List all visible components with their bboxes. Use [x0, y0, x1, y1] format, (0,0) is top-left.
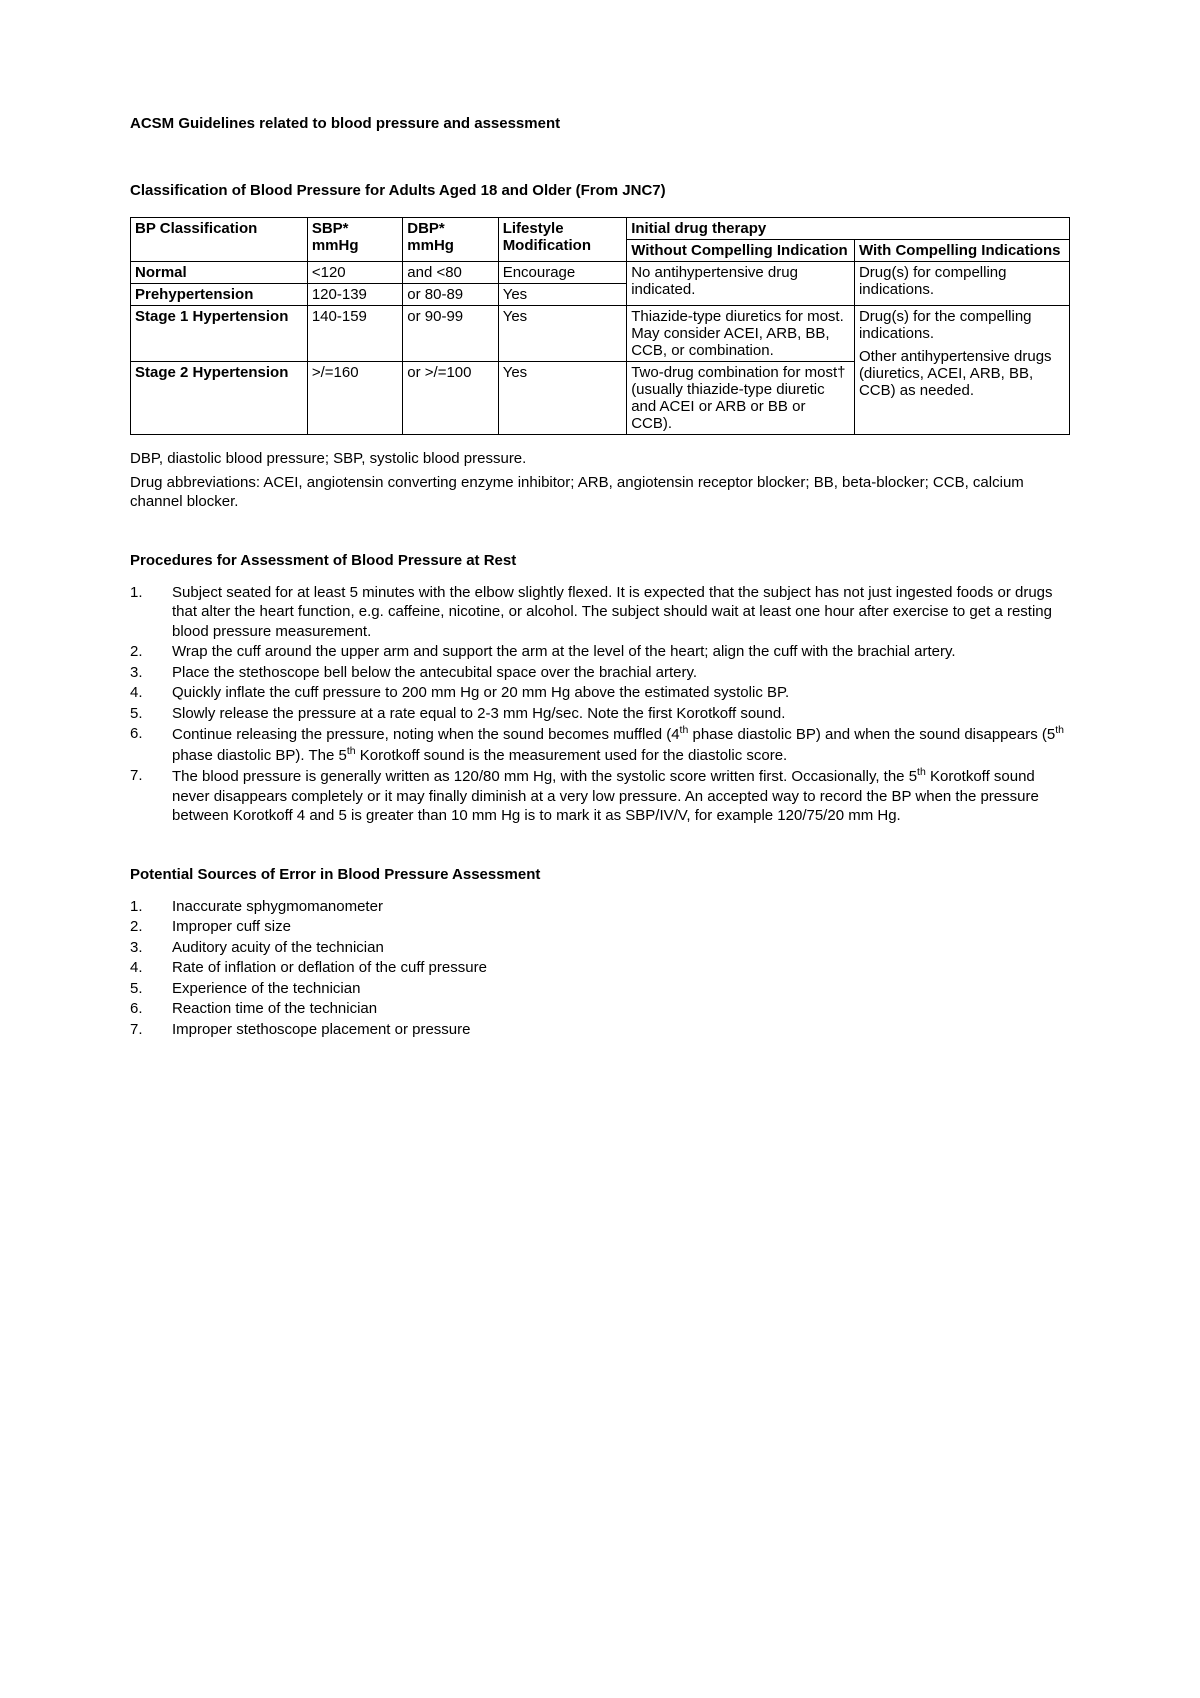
cell-pre-classification: Prehypertension [131, 284, 308, 306]
cell-pre-dbp: or 80-89 [403, 284, 498, 306]
error-item: Auditory acuity of the technician [130, 938, 1070, 958]
cell-s2-sbp: >/=160 [307, 362, 402, 435]
cell-s2-without: Two-drug combination for most† (usually … [627, 362, 855, 435]
cell-s1-sbp: 140-159 [307, 306, 402, 362]
cell-s1-without: Thiazide-type diuretics for most. May co… [627, 306, 855, 362]
table-header-row-1: BP Classification SBP* mmHg DBP* mmHg Li… [131, 218, 1070, 240]
cell-normal-dbp: and <80 [403, 262, 498, 284]
page-title: ACSM Guidelines related to blood pressur… [130, 115, 1070, 132]
error-item: Improper stethoscope placement or pressu… [130, 1020, 1070, 1040]
procedure-item: Continue releasing the pressure, noting … [130, 724, 1070, 765]
document-page: ACSM Guidelines related to blood pressur… [0, 0, 1200, 1140]
table-notes: DBP, diastolic blood pressure; SBP, syst… [130, 449, 1070, 512]
cell-s1-dbp: or 90-99 [403, 306, 498, 362]
col-sbp: SBP* mmHg [307, 218, 402, 262]
procedure-item: Subject seated for at least 5 minutes wi… [130, 583, 1070, 642]
table-row-normal: Normal <120 and <80 Encourage No antihyp… [131, 262, 1070, 284]
procedure-item: Wrap the cuff around the upper arm and s… [130, 642, 1070, 662]
cell-s2-dbp: or >/=100 [403, 362, 498, 435]
cell-s2-lifestyle: Yes [498, 362, 627, 435]
error-item: Experience of the technician [130, 979, 1070, 999]
col-dbp: DBP* mmHg [403, 218, 498, 262]
col-without-compelling: Without Compelling Indication [627, 240, 855, 262]
cell-s1-with: Drug(s) for the compelling indications.O… [854, 306, 1069, 435]
cell-s2-classification: Stage 2 Hypertension [131, 362, 308, 435]
cell-normal-classification: Normal [131, 262, 308, 284]
cell-s1-classification: Stage 1 Hypertension [131, 306, 308, 362]
note-line-1: DBP, diastolic blood pressure; SBP, syst… [130, 449, 1070, 469]
procedure-item: Place the stethoscope bell below the ant… [130, 663, 1070, 683]
col-bp-classification: BP Classification [131, 218, 308, 262]
cell-normal-without: No antihypertensive drug indicated. [627, 262, 855, 306]
cell-s1-lifestyle: Yes [498, 306, 627, 362]
error-item: Inaccurate sphygmomanometer [130, 897, 1070, 917]
bp-classification-table: BP Classification SBP* mmHg DBP* mmHg Li… [130, 217, 1070, 435]
cell-pre-lifestyle: Yes [498, 284, 627, 306]
error-item: Reaction time of the technician [130, 999, 1070, 1019]
table-heading: Classification of Blood Pressure for Adu… [130, 182, 1070, 199]
table-row-stage1: Stage 1 Hypertension 140-159 or 90-99 Ye… [131, 306, 1070, 362]
error-item: Improper cuff size [130, 917, 1070, 937]
cell-normal-sbp: <120 [307, 262, 402, 284]
cell-normal-with: Drug(s) for compelling indications. [854, 262, 1069, 306]
note-line-2: Drug abbreviations: ACEI, angiotensin co… [130, 473, 1070, 512]
cell-pre-sbp: 120-139 [307, 284, 402, 306]
col-lifestyle: Lifestyle Modification [498, 218, 627, 262]
procedures-heading: Procedures for Assessment of Blood Press… [130, 552, 1070, 569]
errors-heading: Potential Sources of Error in Blood Pres… [130, 866, 1070, 883]
col-with-compelling: With Compelling Indications [854, 240, 1069, 262]
procedure-item: Slowly release the pressure at a rate eq… [130, 704, 1070, 724]
error-item: Rate of inflation or deflation of the cu… [130, 958, 1070, 978]
procedure-item: The blood pressure is generally written … [130, 766, 1070, 826]
cell-normal-lifestyle: Encourage [498, 262, 627, 284]
procedures-list: Subject seated for at least 5 minutes wi… [130, 583, 1070, 826]
col-initial-drug: Initial drug therapy [627, 218, 1070, 240]
procedure-item: Quickly inflate the cuff pressure to 200… [130, 683, 1070, 703]
errors-list: Inaccurate sphygmomanometer Improper cuf… [130, 897, 1070, 1040]
